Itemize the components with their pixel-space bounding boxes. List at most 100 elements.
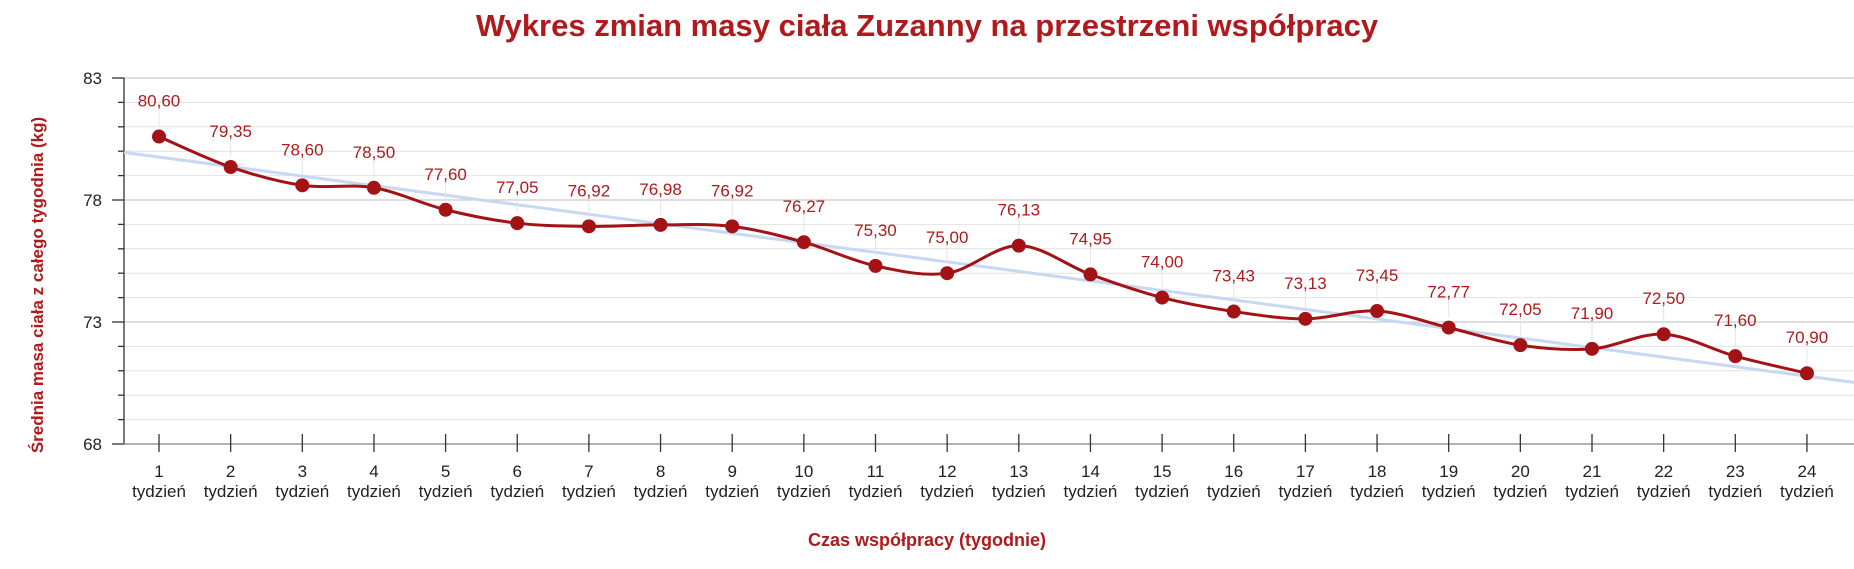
x-tick-label-number: 6	[513, 462, 522, 481]
x-tick-label-unit: tydzień	[992, 482, 1046, 501]
data-point	[223, 160, 238, 175]
data-label: 73,13	[1284, 274, 1327, 293]
data-point	[1656, 327, 1671, 342]
grid-lines	[124, 77, 1854, 421]
data-point	[725, 219, 740, 234]
x-tick-label-number: 1	[154, 462, 163, 481]
x-tick-label-number: 16	[1224, 462, 1243, 481]
data-label: 77,60	[424, 165, 467, 184]
x-tick-label-unit: tydzień	[1637, 482, 1691, 501]
x-tick-label-unit: tydzień	[1135, 482, 1189, 501]
data-label: 71,90	[1571, 304, 1614, 323]
x-tick-label-unit: tydzień	[1493, 482, 1547, 501]
data-labels: 80,60 79,35 78,60 78,50 77,60 77,05 76,92 76,98…	[138, 92, 1828, 364]
axes: 687378831tydzień2tydzień3tydzień4tydzień…	[83, 69, 1854, 501]
x-tick-label-number: 22	[1654, 462, 1673, 481]
data-point	[1011, 238, 1026, 253]
x-tick-label-unit: tydzień	[1565, 482, 1619, 501]
data-label: 78,50	[353, 143, 396, 162]
data-label: 72,05	[1499, 300, 1542, 319]
x-tick-label-number: 13	[1009, 462, 1028, 481]
data-point	[1585, 341, 1599, 356]
data-label: 79,35	[209, 122, 252, 141]
data-label: 77,05	[496, 178, 539, 197]
chart-title: Wykres zmian masy ciała Zuzanny na przes…	[475, 8, 1379, 43]
x-tick-label-unit: tydzień	[777, 482, 831, 501]
trendline	[123, 150, 1854, 384]
data-point	[868, 258, 883, 273]
x-tick-label-number: 4	[369, 462, 378, 481]
data-point	[1441, 320, 1456, 335]
x-tick-label-number: 8	[656, 462, 665, 481]
x-tick-label-unit: tydzień	[419, 482, 473, 501]
x-tick-label-number: 15	[1153, 462, 1172, 481]
x-tick-label-number: 17	[1296, 462, 1315, 481]
x-tick-label-unit: tydzień	[204, 482, 258, 501]
x-tick-label-unit: tydzień	[849, 482, 903, 501]
data-point	[152, 129, 166, 144]
y-tick-label: 73	[83, 313, 102, 332]
x-tick-label-number: 12	[938, 462, 957, 481]
x-tick-label-unit: tydzień	[634, 482, 688, 501]
x-tick-label-unit: tydzień	[132, 482, 186, 501]
data-point	[1799, 366, 1814, 381]
x-tick-label-number: 7	[584, 462, 593, 481]
data-label: 75,30	[854, 221, 897, 240]
x-tick-label-unit: tydzień	[1278, 482, 1332, 501]
data-label: 76,27	[783, 197, 826, 216]
data-label: 80,60	[138, 92, 181, 111]
x-tick-label-unit: tydzień	[347, 482, 401, 501]
x-tick-label-number: 18	[1368, 462, 1387, 481]
x-tick-label-number: 24	[1797, 462, 1816, 481]
x-tick-label-unit: tydzień	[562, 482, 616, 501]
x-tick-label-unit: tydzień	[1350, 482, 1404, 501]
data-label: 74,95	[1069, 229, 1112, 248]
data-point	[438, 202, 453, 217]
x-tick-label-number: 11	[867, 462, 885, 481]
data-label: 76,13	[998, 201, 1041, 220]
data-point	[295, 178, 310, 193]
data-label: 76,92	[711, 181, 754, 200]
x-tick-label-number: 14	[1081, 462, 1100, 481]
x-tick-label-number: 23	[1726, 462, 1745, 481]
data-point	[366, 180, 381, 195]
x-tick-label-unit: tydzień	[490, 482, 544, 501]
data-label: 76,98	[639, 180, 682, 199]
x-tick-label-number: 19	[1439, 462, 1458, 481]
data-label: 70,90	[1786, 328, 1829, 347]
x-tick-label-number: 3	[298, 462, 307, 481]
x-tick-label-unit: tydzień	[1207, 482, 1261, 501]
data-label: 72,77	[1427, 283, 1470, 302]
x-tick-label-unit: tydzień	[1064, 482, 1118, 501]
series-line-group	[158, 135, 1808, 375]
data-label: 75,00	[926, 228, 969, 247]
x-tick-label-unit: tydzień	[275, 482, 329, 501]
data-label: 72,50	[1642, 289, 1685, 308]
data-label: 78,60	[281, 140, 324, 159]
x-tick-label-unit: tydzień	[705, 482, 759, 501]
x-tick-label-number: 10	[794, 462, 813, 481]
y-tick-label: 83	[83, 69, 102, 88]
data-point	[510, 216, 525, 231]
data-point	[940, 266, 955, 281]
y-tick-label: 68	[83, 435, 102, 454]
data-label: 73,45	[1356, 266, 1399, 285]
x-tick-label-number: 9	[727, 462, 736, 481]
data-point	[1370, 304, 1385, 319]
x-tick-label-unit: tydzień	[920, 482, 974, 501]
data-label: 73,43	[1212, 267, 1255, 286]
x-tick-label-unit: tydzień	[1422, 482, 1476, 501]
data-point	[1083, 267, 1098, 282]
x-tick-label-unit: tydzień	[1708, 482, 1762, 501]
data-points	[152, 129, 1814, 381]
x-tick-label-number: 21	[1583, 462, 1602, 481]
x-tick-label-unit: tydzień	[1780, 482, 1834, 501]
data-point	[1513, 338, 1528, 353]
data-point	[1298, 311, 1313, 326]
x-tick-label-number: 20	[1511, 462, 1530, 481]
data-label: 71,60	[1714, 311, 1757, 330]
data-point	[581, 219, 596, 234]
data-label: 74,00	[1141, 253, 1184, 272]
series-line	[158, 135, 1808, 375]
